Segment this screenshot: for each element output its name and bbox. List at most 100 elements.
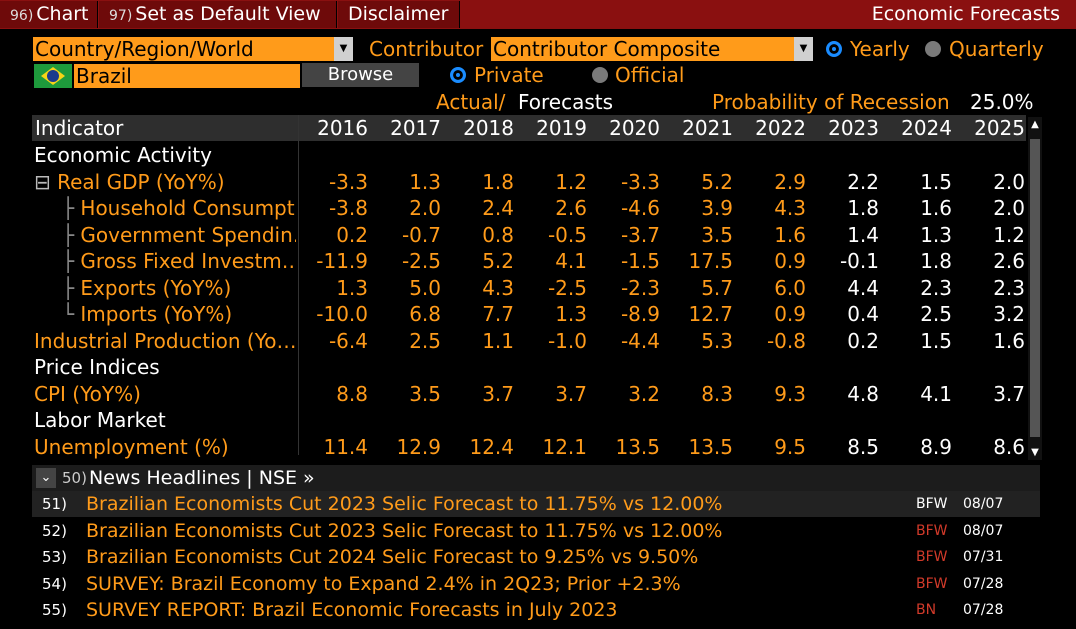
scroll-down-icon[interactable]: ▼ xyxy=(1031,447,1039,458)
value-cell[interactable]: 2.5 xyxy=(409,328,441,353)
value-cell[interactable]: 11.4 xyxy=(323,434,368,459)
value-cell[interactable]: 12.7 xyxy=(688,302,733,326)
value-cell[interactable]: 8.6 xyxy=(993,434,1025,459)
value-cell[interactable]: 4.1 xyxy=(920,381,952,406)
year-header[interactable]: 2017 xyxy=(390,116,441,140)
table-row[interactable]: ├ Gross Fixed Investm… -11.9 -2.5 5.2 4.1 -1.… xyxy=(32,248,1026,274)
country-field[interactable]: Brazil xyxy=(74,64,300,88)
value-cell[interactable]: -6.4 xyxy=(328,328,368,353)
value-cell[interactable]: -4.6 xyxy=(620,196,660,220)
value-cell[interactable]: -8.9 xyxy=(620,302,660,326)
value-cell[interactable]: 9.5 xyxy=(774,434,806,459)
value-cell[interactable]: 1.8 xyxy=(482,169,514,194)
value-cell[interactable]: 8.9 xyxy=(920,434,952,459)
news-item[interactable]: 51) Brazilian Economists Cut 2023 Selic F… xyxy=(32,491,1040,517)
indicator-header[interactable]: Indicator xyxy=(35,116,124,140)
value-cell[interactable]: 4.8 xyxy=(847,381,879,406)
year-header[interactable]: 2024 xyxy=(901,116,952,140)
value-cell[interactable]: -0.1 xyxy=(839,249,879,273)
value-cell[interactable]: 5.0 xyxy=(409,275,441,300)
value-cell[interactable]: 2.0 xyxy=(993,196,1025,220)
news-item[interactable]: 54) SURVEY: Brazil Economy to Expand 2.4%… xyxy=(32,571,1040,597)
value-cell[interactable]: 5.7 xyxy=(701,275,733,300)
table-row[interactable]: Unemployment (%) 11.4 12.9 12.4 12.1 13.5 13.5… xyxy=(32,434,1026,460)
value-cell[interactable]: 4.3 xyxy=(482,275,514,300)
disclaimer-button[interactable]: Disclaimer xyxy=(338,1,460,28)
value-cell[interactable]: 3.9 xyxy=(701,196,733,220)
news-headline[interactable]: SURVEY: Brazil Economy to Expand 2.4% in… xyxy=(86,572,681,595)
contributor-dropdown-icon[interactable]: ▼ xyxy=(794,37,813,61)
value-cell[interactable]: 1.5 xyxy=(920,328,952,353)
news-header-label[interactable]: News Headlines | NSE » xyxy=(89,467,315,489)
value-cell[interactable]: 12.9 xyxy=(396,434,441,459)
value-cell[interactable]: -0.5 xyxy=(547,222,587,247)
value-cell[interactable]: 1.4 xyxy=(847,222,879,247)
value-cell[interactable]: -3.8 xyxy=(328,196,368,220)
quarterly-radio[interactable] xyxy=(925,41,941,57)
value-cell[interactable]: 12.1 xyxy=(542,434,587,459)
value-cell[interactable]: 12.4 xyxy=(469,434,514,459)
value-cell[interactable]: 9.3 xyxy=(774,381,806,406)
yearly-label[interactable]: Yearly xyxy=(850,37,910,61)
news-headline[interactable]: Brazilian Economists Cut 2023 Selic Fore… xyxy=(86,519,723,542)
news-headline[interactable]: SURVEY REPORT: Brazil Economic Forecasts… xyxy=(86,599,618,621)
value-cell[interactable]: 1.6 xyxy=(774,222,806,247)
year-header[interactable]: 2025 xyxy=(974,116,1025,140)
value-cell[interactable]: 1.2 xyxy=(993,222,1025,247)
value-cell[interactable]: -2.5 xyxy=(547,275,587,300)
value-cell[interactable]: -11.9 xyxy=(316,249,368,273)
region-select[interactable]: Country/Region/World xyxy=(33,37,334,61)
table-scrollbar[interactable]: ▲ ▼ xyxy=(1028,117,1042,460)
value-cell[interactable]: -2.3 xyxy=(620,275,660,300)
private-radio[interactable] xyxy=(450,67,466,83)
value-cell[interactable]: 1.2 xyxy=(555,169,587,194)
value-cell[interactable]: 1.3 xyxy=(920,222,952,247)
value-cell[interactable]: -3.3 xyxy=(620,169,660,194)
value-cell[interactable]: 3.2 xyxy=(993,302,1025,326)
value-cell[interactable]: 4.3 xyxy=(774,196,806,220)
value-cell[interactable]: 0.4 xyxy=(847,302,879,326)
value-cell[interactable]: -2.5 xyxy=(401,249,441,273)
official-radio[interactable] xyxy=(592,67,608,83)
year-header[interactable]: 2021 xyxy=(682,116,733,140)
value-cell[interactable]: 2.3 xyxy=(920,275,952,300)
value-cell[interactable]: 1.3 xyxy=(555,302,587,326)
table-row[interactable]: ├ Household Consumpt… -3.8 2.0 2.4 2.6 -4.6 3.… xyxy=(32,195,1026,221)
value-cell[interactable]: 5.3 xyxy=(701,328,733,353)
value-cell[interactable]: 3.5 xyxy=(701,222,733,247)
value-cell[interactable]: 1.6 xyxy=(993,328,1025,353)
value-cell[interactable]: 8.3 xyxy=(701,381,733,406)
year-header[interactable]: 2019 xyxy=(536,116,587,140)
value-cell[interactable]: -3.3 xyxy=(328,169,368,194)
value-cell[interactable]: 2.5 xyxy=(920,302,952,326)
value-cell[interactable]: 1.3 xyxy=(409,169,441,194)
table-row[interactable]: Industrial Production (Yo… -6.4 2.5 1.1 -1.0… xyxy=(32,328,1026,354)
value-cell[interactable]: 1.3 xyxy=(336,275,368,300)
value-cell[interactable]: -4.4 xyxy=(620,328,660,353)
table-row[interactable]: CPI (YoY%) 8.8 3.5 3.7 3.7 3.2 8.3 9.3 4.8 4.1 3.7 xyxy=(32,381,1026,407)
value-cell[interactable]: 2.0 xyxy=(993,169,1025,194)
value-cell[interactable]: 2.3 xyxy=(993,275,1025,300)
value-cell[interactable]: 7.7 xyxy=(482,302,514,326)
value-cell[interactable]: 8.8 xyxy=(336,381,368,406)
value-cell[interactable]: 5.2 xyxy=(482,249,514,273)
table-row[interactable]: ├ Exports (YoY%) 1.3 5.0 4.3 -2.5 -2.3 5.7 6.0 4… xyxy=(32,275,1026,301)
browse-button[interactable]: Browse xyxy=(302,63,419,87)
year-header[interactable]: 2023 xyxy=(828,116,879,140)
value-cell[interactable]: 3.5 xyxy=(409,381,441,406)
yearly-radio[interactable] xyxy=(826,41,842,57)
value-cell[interactable]: 1.1 xyxy=(482,328,514,353)
value-cell[interactable]: 1.6 xyxy=(920,196,952,220)
value-cell[interactable]: 2.6 xyxy=(993,249,1025,273)
value-cell[interactable]: 3.2 xyxy=(628,381,660,406)
news-item[interactable]: 52) Brazilian Economists Cut 2023 Selic F… xyxy=(32,518,1040,544)
scrollbar-thumb[interactable] xyxy=(1030,139,1040,437)
news-item[interactable]: 55) SURVEY REPORT: Brazil Economic Foreca… xyxy=(32,597,1040,623)
table-row[interactable]: ⊟ Real GDP (YoY%) -3.3 1.3 1.8 1.2 -3.3 5.2 2.9… xyxy=(32,169,1026,195)
chart-button[interactable]: 96) Chart xyxy=(0,1,98,28)
scroll-up-icon[interactable]: ▲ xyxy=(1031,119,1039,130)
value-cell[interactable]: 1.8 xyxy=(847,196,879,220)
collapse-icon[interactable]: ⌄ xyxy=(36,468,56,488)
collapse-tree-icon[interactable]: ⊟ xyxy=(34,169,58,194)
year-header[interactable]: 2022 xyxy=(755,116,806,140)
